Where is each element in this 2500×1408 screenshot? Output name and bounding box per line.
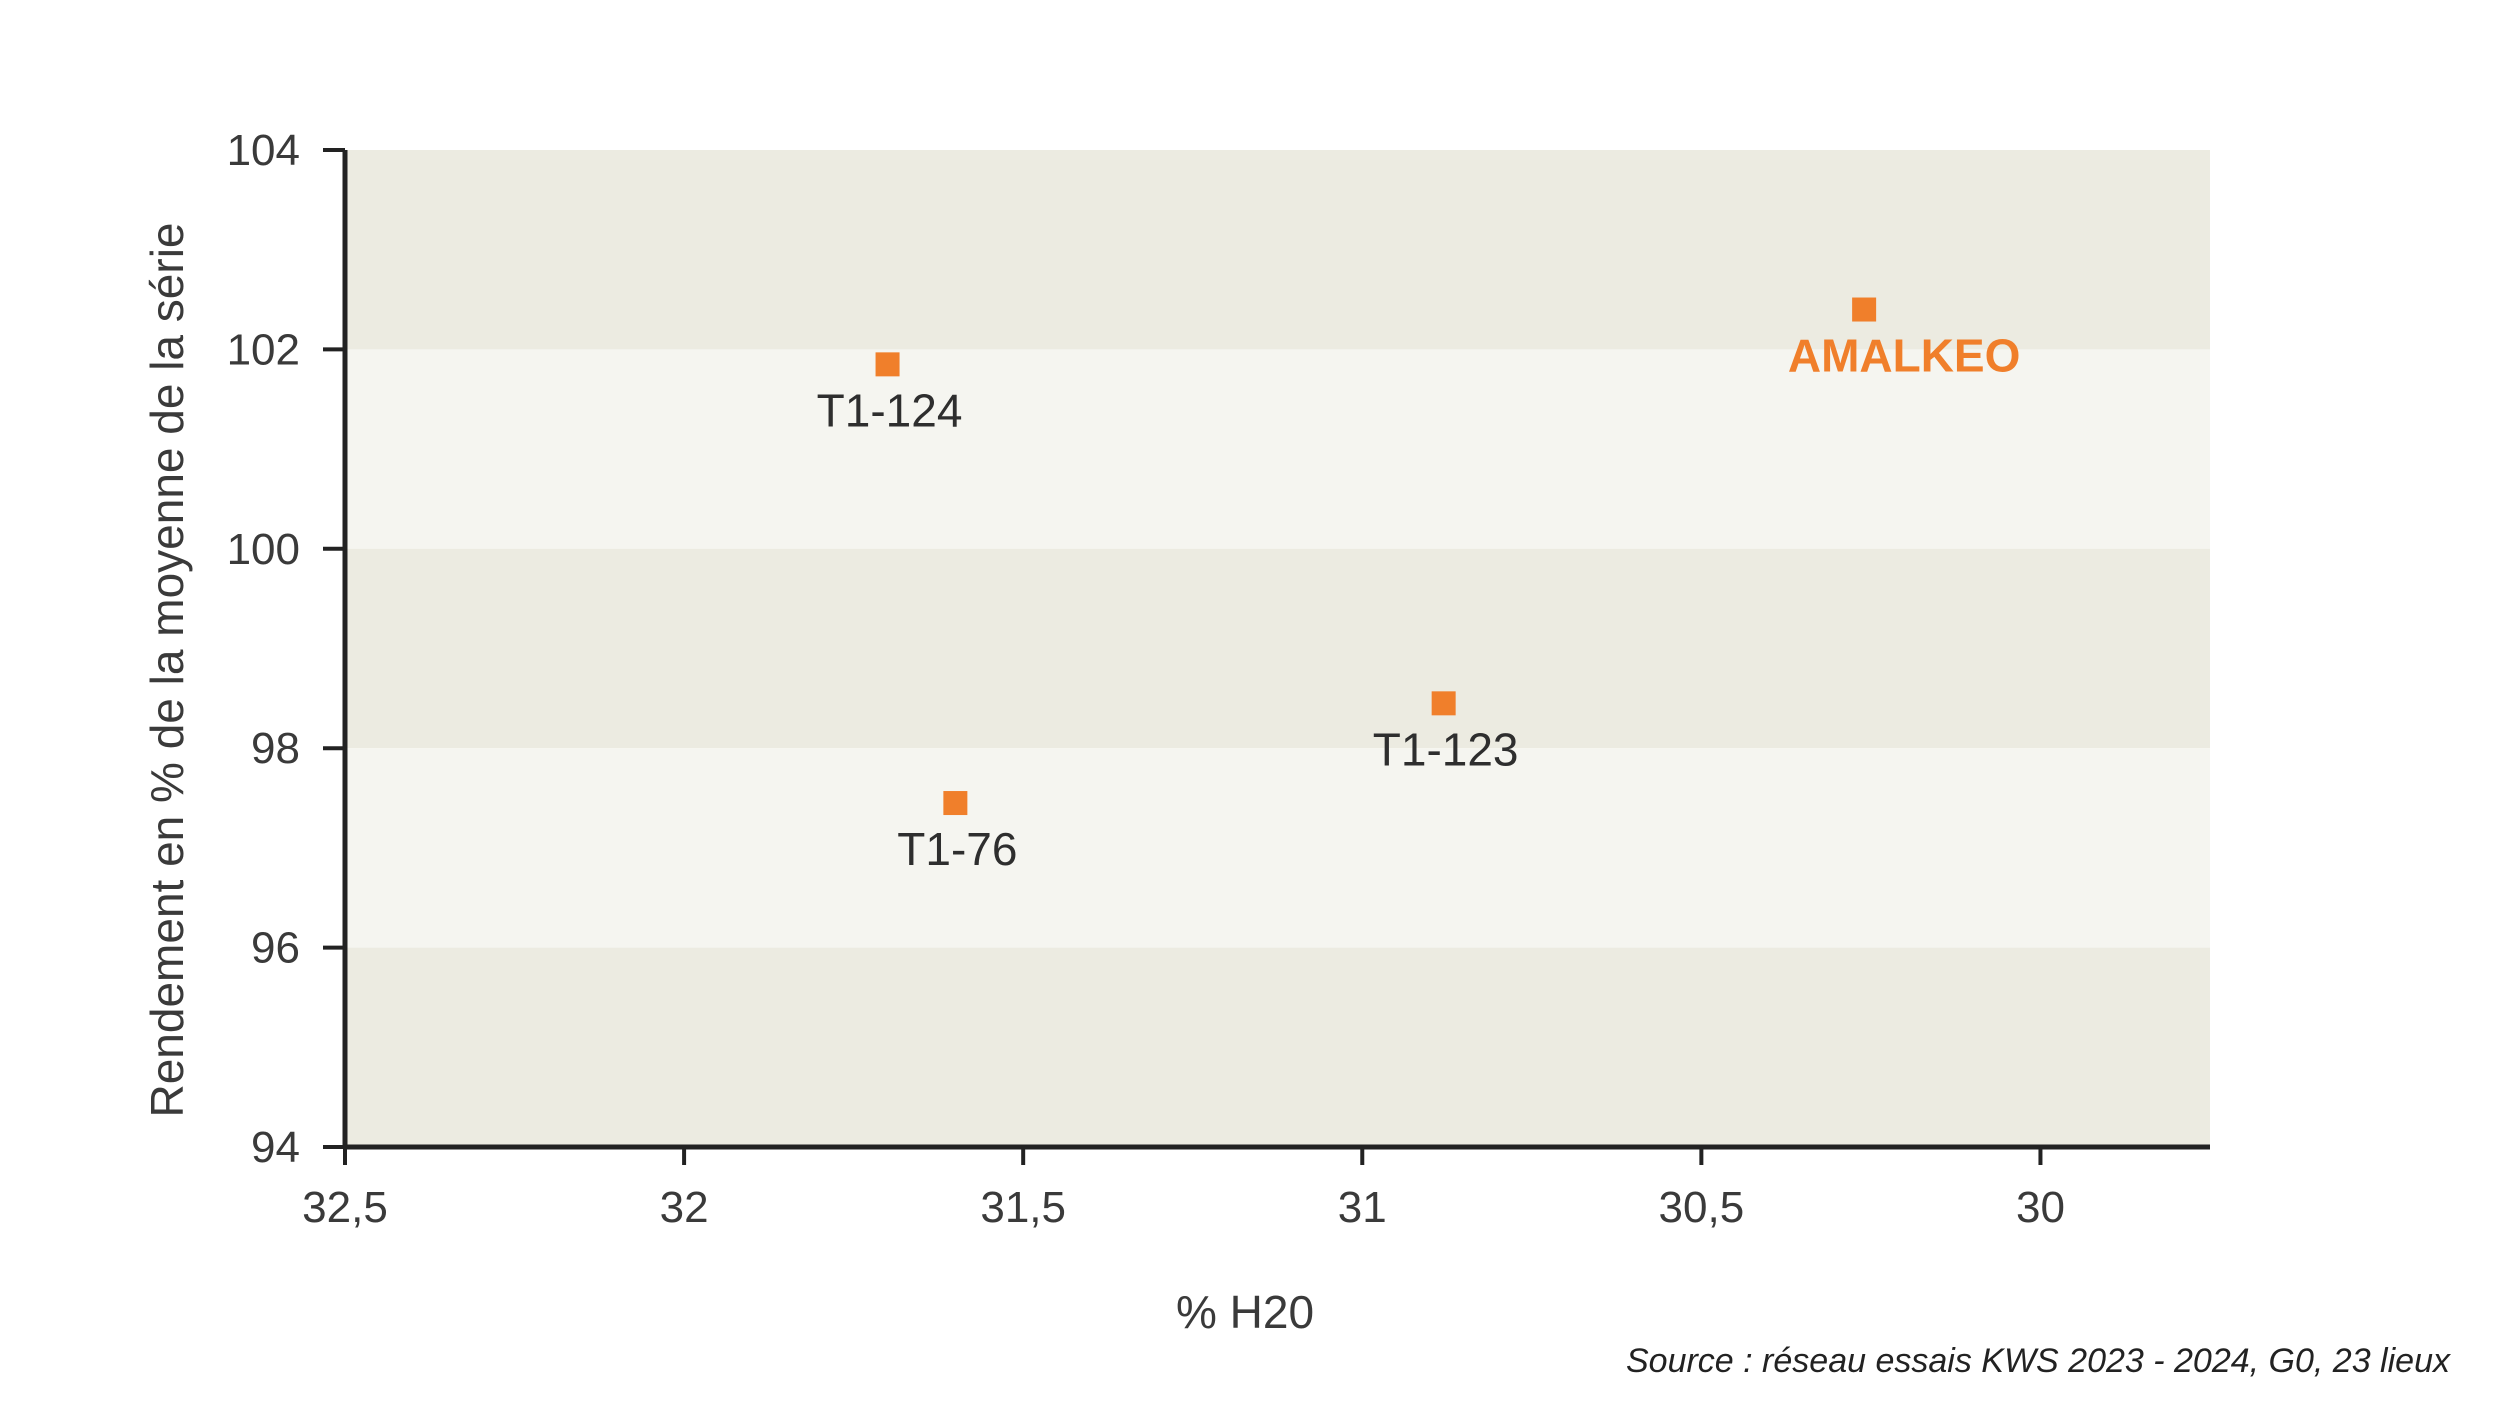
y-tick-label: 98 bbox=[251, 724, 300, 773]
point-label-t1-123: T1-123 bbox=[1373, 723, 1519, 775]
y-axis-title: Rendement en % de la moyenne de la série bbox=[141, 222, 193, 1117]
y-tick-label: 96 bbox=[251, 924, 300, 973]
band-3 bbox=[345, 748, 2210, 948]
x-axis-title: % H20 bbox=[1176, 1286, 1314, 1338]
point-marker-amalkeo bbox=[1852, 297, 1877, 322]
x-tick-label: 31 bbox=[1338, 1183, 1387, 1232]
y-tick-label: 100 bbox=[227, 525, 300, 574]
point-label-amalkeo: AMALKEO bbox=[1788, 330, 2021, 382]
band-2 bbox=[345, 548, 2210, 749]
band-0 bbox=[345, 150, 2210, 350]
axes bbox=[342, 150, 2210, 1150]
x-tick-label: 30 bbox=[2016, 1183, 2065, 1232]
band-4 bbox=[345, 947, 2210, 1147]
x-tick-label: 32,5 bbox=[302, 1183, 388, 1232]
y-tick-label: 94 bbox=[251, 1123, 300, 1172]
x-tick-label: 31,5 bbox=[980, 1183, 1066, 1232]
x-axis-ticks: 32,5 32 31,5 31 30,5 30 bbox=[302, 1147, 2065, 1232]
point-marker-t1-123 bbox=[1431, 691, 1456, 716]
point-marker-t1-124 bbox=[875, 352, 900, 377]
point-marker-t1-76 bbox=[943, 791, 968, 816]
band-1 bbox=[345, 349, 2210, 549]
x-tick-label: 32 bbox=[660, 1183, 709, 1232]
background-bands bbox=[345, 150, 2210, 1147]
y-tick-label: 104 bbox=[227, 126, 300, 175]
point-label-t1-124: T1-124 bbox=[817, 384, 963, 436]
data-points: T1-124 AMALKEO T1-123 T1-76 bbox=[817, 297, 2021, 875]
y-axis-ticks: 94 96 98 100 102 104 bbox=[227, 126, 345, 1172]
source-note: Source : réseau essais KWS 2023 - 2024, … bbox=[1626, 1342, 2451, 1380]
y-tick-label: 102 bbox=[227, 325, 300, 374]
x-tick-label: 30,5 bbox=[1659, 1183, 1745, 1232]
point-label-t1-76: T1-76 bbox=[897, 823, 1017, 875]
